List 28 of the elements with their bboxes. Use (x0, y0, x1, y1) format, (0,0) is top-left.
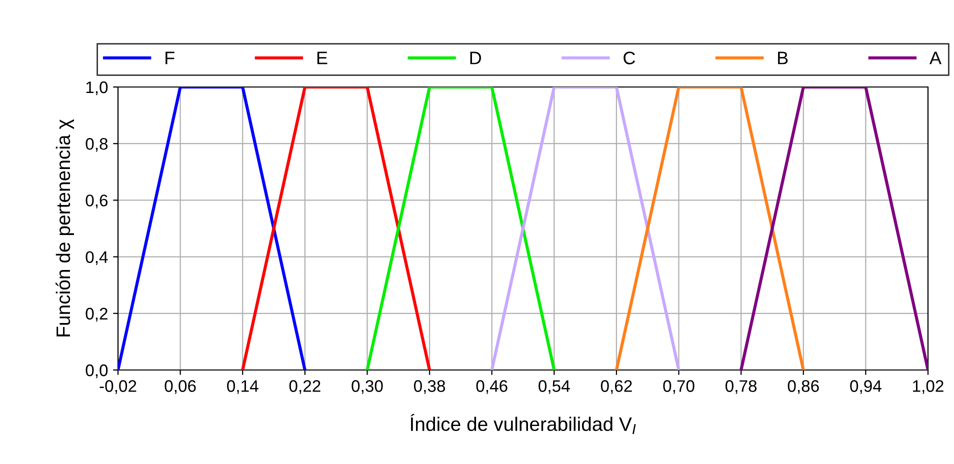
y-tick-label: 0,4 (86, 251, 108, 265)
legend-label: B (778, 52, 788, 64)
legend-label: D (470, 52, 482, 64)
x-tick-label: 0,54 (538, 380, 570, 394)
x-tick-label: 0,14 (227, 380, 258, 394)
x-tick-label: 0,30 (352, 380, 383, 394)
y-tick-label: 0,8 (86, 138, 108, 152)
x-axis-title: Índice de vulnerabilidad V$_{I}$ (410, 414, 636, 434)
y-tick-label: 0,0 (86, 364, 108, 378)
y-axis-title: Función de pertenencia χ (56, 119, 74, 336)
x-tick-label: 1,02 (913, 380, 944, 394)
legend-label: C (624, 52, 636, 64)
legend-label: E (317, 52, 328, 64)
x-tick-label: -0,02 (100, 380, 136, 394)
y-tick-label: 0,2 (86, 308, 108, 322)
legend-label: A (929, 52, 942, 64)
y-tick-label: 0,6 (86, 194, 108, 208)
x-tick-label: 0,78 (726, 380, 757, 394)
x-tick-label: 0,86 (788, 380, 819, 394)
x-tick-label: 0,62 (600, 380, 632, 394)
x-tick-label: 0,46 (476, 380, 508, 394)
x-tick-label: 0,70 (663, 380, 694, 394)
y-tick-label: 1,0 (86, 81, 108, 96)
x-tick-label: 0,06 (164, 380, 196, 394)
legend-label: F (166, 52, 174, 64)
x-tick-label: 0,22 (289, 380, 320, 394)
x-tick-label: 0,38 (414, 380, 446, 394)
x-tick-label: 0,94 (850, 380, 882, 394)
